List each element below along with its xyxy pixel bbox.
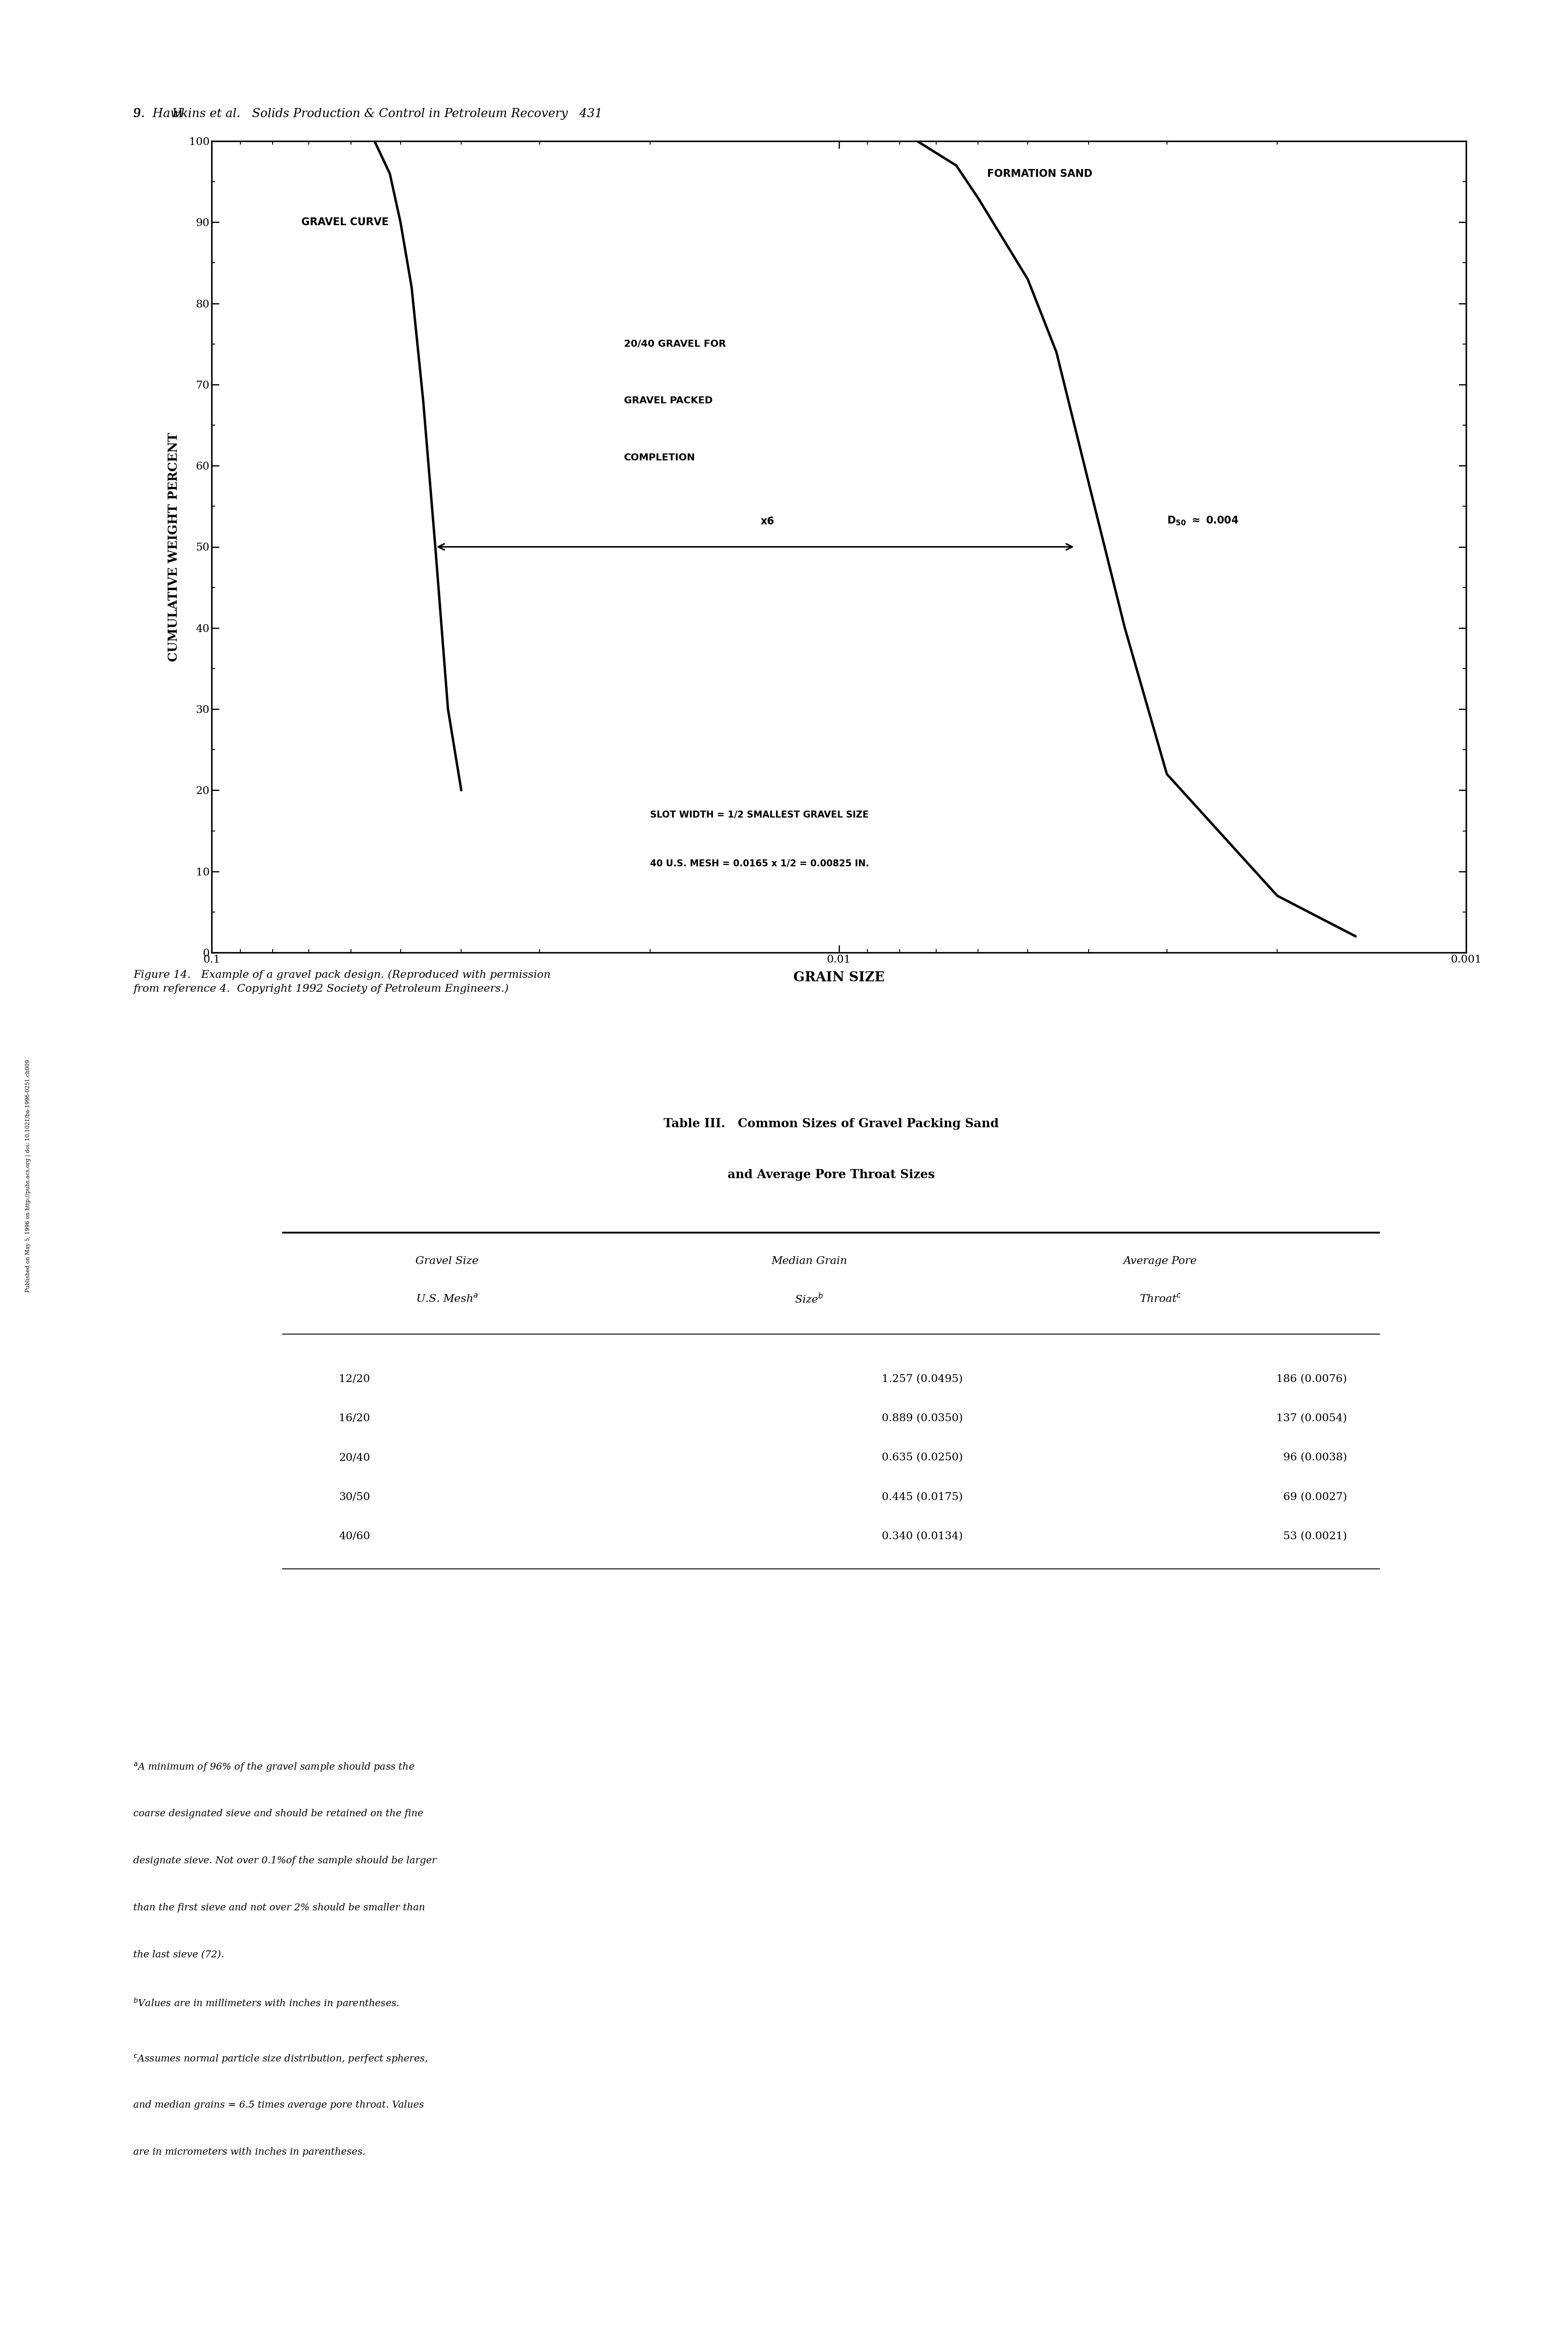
Text: 0.445 (0.0175): 0.445 (0.0175) bbox=[881, 1491, 963, 1503]
Text: SLOT WIDTH = 1/2 SMALLEST GRAVEL SIZE: SLOT WIDTH = 1/2 SMALLEST GRAVEL SIZE bbox=[651, 809, 869, 818]
Text: 96 (0.0038): 96 (0.0038) bbox=[1283, 1454, 1347, 1463]
Text: designate sieve. Not over 0.1%of the sample should be larger: designate sieve. Not over 0.1%of the sam… bbox=[133, 1856, 436, 1865]
Y-axis label: CUMULATIVE WEIGHT PERCENT: CUMULATIVE WEIGHT PERCENT bbox=[168, 433, 180, 661]
Text: Table III.   Common Sizes of Gravel Packing Sand: Table III. Common Sizes of Gravel Packin… bbox=[663, 1117, 999, 1129]
Text: 53 (0.0021): 53 (0.0021) bbox=[1283, 1531, 1347, 1541]
Text: GRAVEL CURVE: GRAVEL CURVE bbox=[301, 216, 389, 228]
Text: 16/20: 16/20 bbox=[339, 1414, 370, 1423]
Text: FORMATION SAND: FORMATION SAND bbox=[988, 169, 1093, 179]
Text: 30/50: 30/50 bbox=[339, 1491, 370, 1503]
X-axis label: GRAIN SIZE: GRAIN SIZE bbox=[793, 971, 884, 983]
Text: $\mathbf{D_{50}}$ $\mathbf{\approx}$ 0.004: $\mathbf{D_{50}}$ $\mathbf{\approx}$ 0.0… bbox=[1167, 515, 1239, 527]
Text: are in micrometers with inches in parentheses.: are in micrometers with inches in parent… bbox=[133, 2147, 365, 2157]
Text: coarse designated sieve and should be retained on the fine: coarse designated sieve and should be re… bbox=[133, 1809, 423, 1818]
Text: Average Pore: Average Pore bbox=[1124, 1256, 1196, 1265]
Text: 137 (0.0054): 137 (0.0054) bbox=[1276, 1414, 1347, 1423]
Text: x6: x6 bbox=[760, 515, 775, 527]
Text: $^a$A minimum of 96% of the gravel sample should pass the: $^a$A minimum of 96% of the gravel sampl… bbox=[133, 1762, 416, 1773]
Text: Gravel Size: Gravel Size bbox=[416, 1256, 478, 1265]
Text: than the first sieve and not over 2% should be smaller than: than the first sieve and not over 2% sho… bbox=[133, 1903, 425, 1912]
Text: 12/20: 12/20 bbox=[339, 1374, 370, 1383]
Text: 69 (0.0027): 69 (0.0027) bbox=[1283, 1491, 1347, 1503]
Text: U.S. Mesh$^a$: U.S. Mesh$^a$ bbox=[416, 1294, 478, 1305]
Text: COMPLETION: COMPLETION bbox=[624, 454, 696, 461]
Text: Throat$^c$: Throat$^c$ bbox=[1140, 1294, 1181, 1305]
Text: H: H bbox=[172, 108, 182, 120]
Text: 9.  Hawkins et al.   Solids Production & Control in Petroleum Recovery   431: 9. Hawkins et al. Solids Production & Co… bbox=[133, 108, 602, 120]
Text: 1.257 (0.0495): 1.257 (0.0495) bbox=[881, 1374, 963, 1383]
Text: the last sieve (72).: the last sieve (72). bbox=[133, 1950, 224, 1959]
Text: GRAVEL PACKED: GRAVEL PACKED bbox=[624, 397, 713, 405]
Text: Median Grain: Median Grain bbox=[771, 1256, 847, 1265]
Text: 9.: 9. bbox=[133, 108, 152, 120]
Text: 20/40: 20/40 bbox=[339, 1454, 370, 1463]
Text: 0.889 (0.0350): 0.889 (0.0350) bbox=[881, 1414, 963, 1423]
Text: 186 (0.0076): 186 (0.0076) bbox=[1276, 1374, 1347, 1383]
Text: Size$^b$: Size$^b$ bbox=[795, 1294, 823, 1305]
Text: $^b$Values are in millimeters with inches in parentheses.: $^b$Values are in millimeters with inche… bbox=[133, 1997, 400, 2011]
Text: Published on May 5, 1996 on http://pubs.acs.org | doi: 10.1021/ba-1996-0251.ch00: Published on May 5, 1996 on http://pubs.… bbox=[25, 1061, 31, 1291]
Text: 0.340 (0.0134): 0.340 (0.0134) bbox=[881, 1531, 963, 1541]
Text: and median grains = 6.5 times average pore throat. Values: and median grains = 6.5 times average po… bbox=[133, 2100, 423, 2110]
Text: $^c$Assumes normal particle size distribution, perfect spheres,: $^c$Assumes normal particle size distrib… bbox=[133, 2053, 428, 2065]
Text: 20/40 GRAVEL FOR: 20/40 GRAVEL FOR bbox=[624, 339, 726, 348]
Text: Figure 14.   Example of a gravel pack design. (Reproduced with permission
from r: Figure 14. Example of a gravel pack desi… bbox=[133, 969, 550, 995]
Text: 0.635 (0.0250): 0.635 (0.0250) bbox=[881, 1454, 963, 1463]
Text: 40/60: 40/60 bbox=[339, 1531, 370, 1541]
Text: and Average Pore Throat Sizes: and Average Pore Throat Sizes bbox=[728, 1169, 935, 1181]
Text: 40 U.S. MESH = 0.0165 x 1/2 = 0.00825 IN.: 40 U.S. MESH = 0.0165 x 1/2 = 0.00825 IN… bbox=[651, 858, 869, 868]
